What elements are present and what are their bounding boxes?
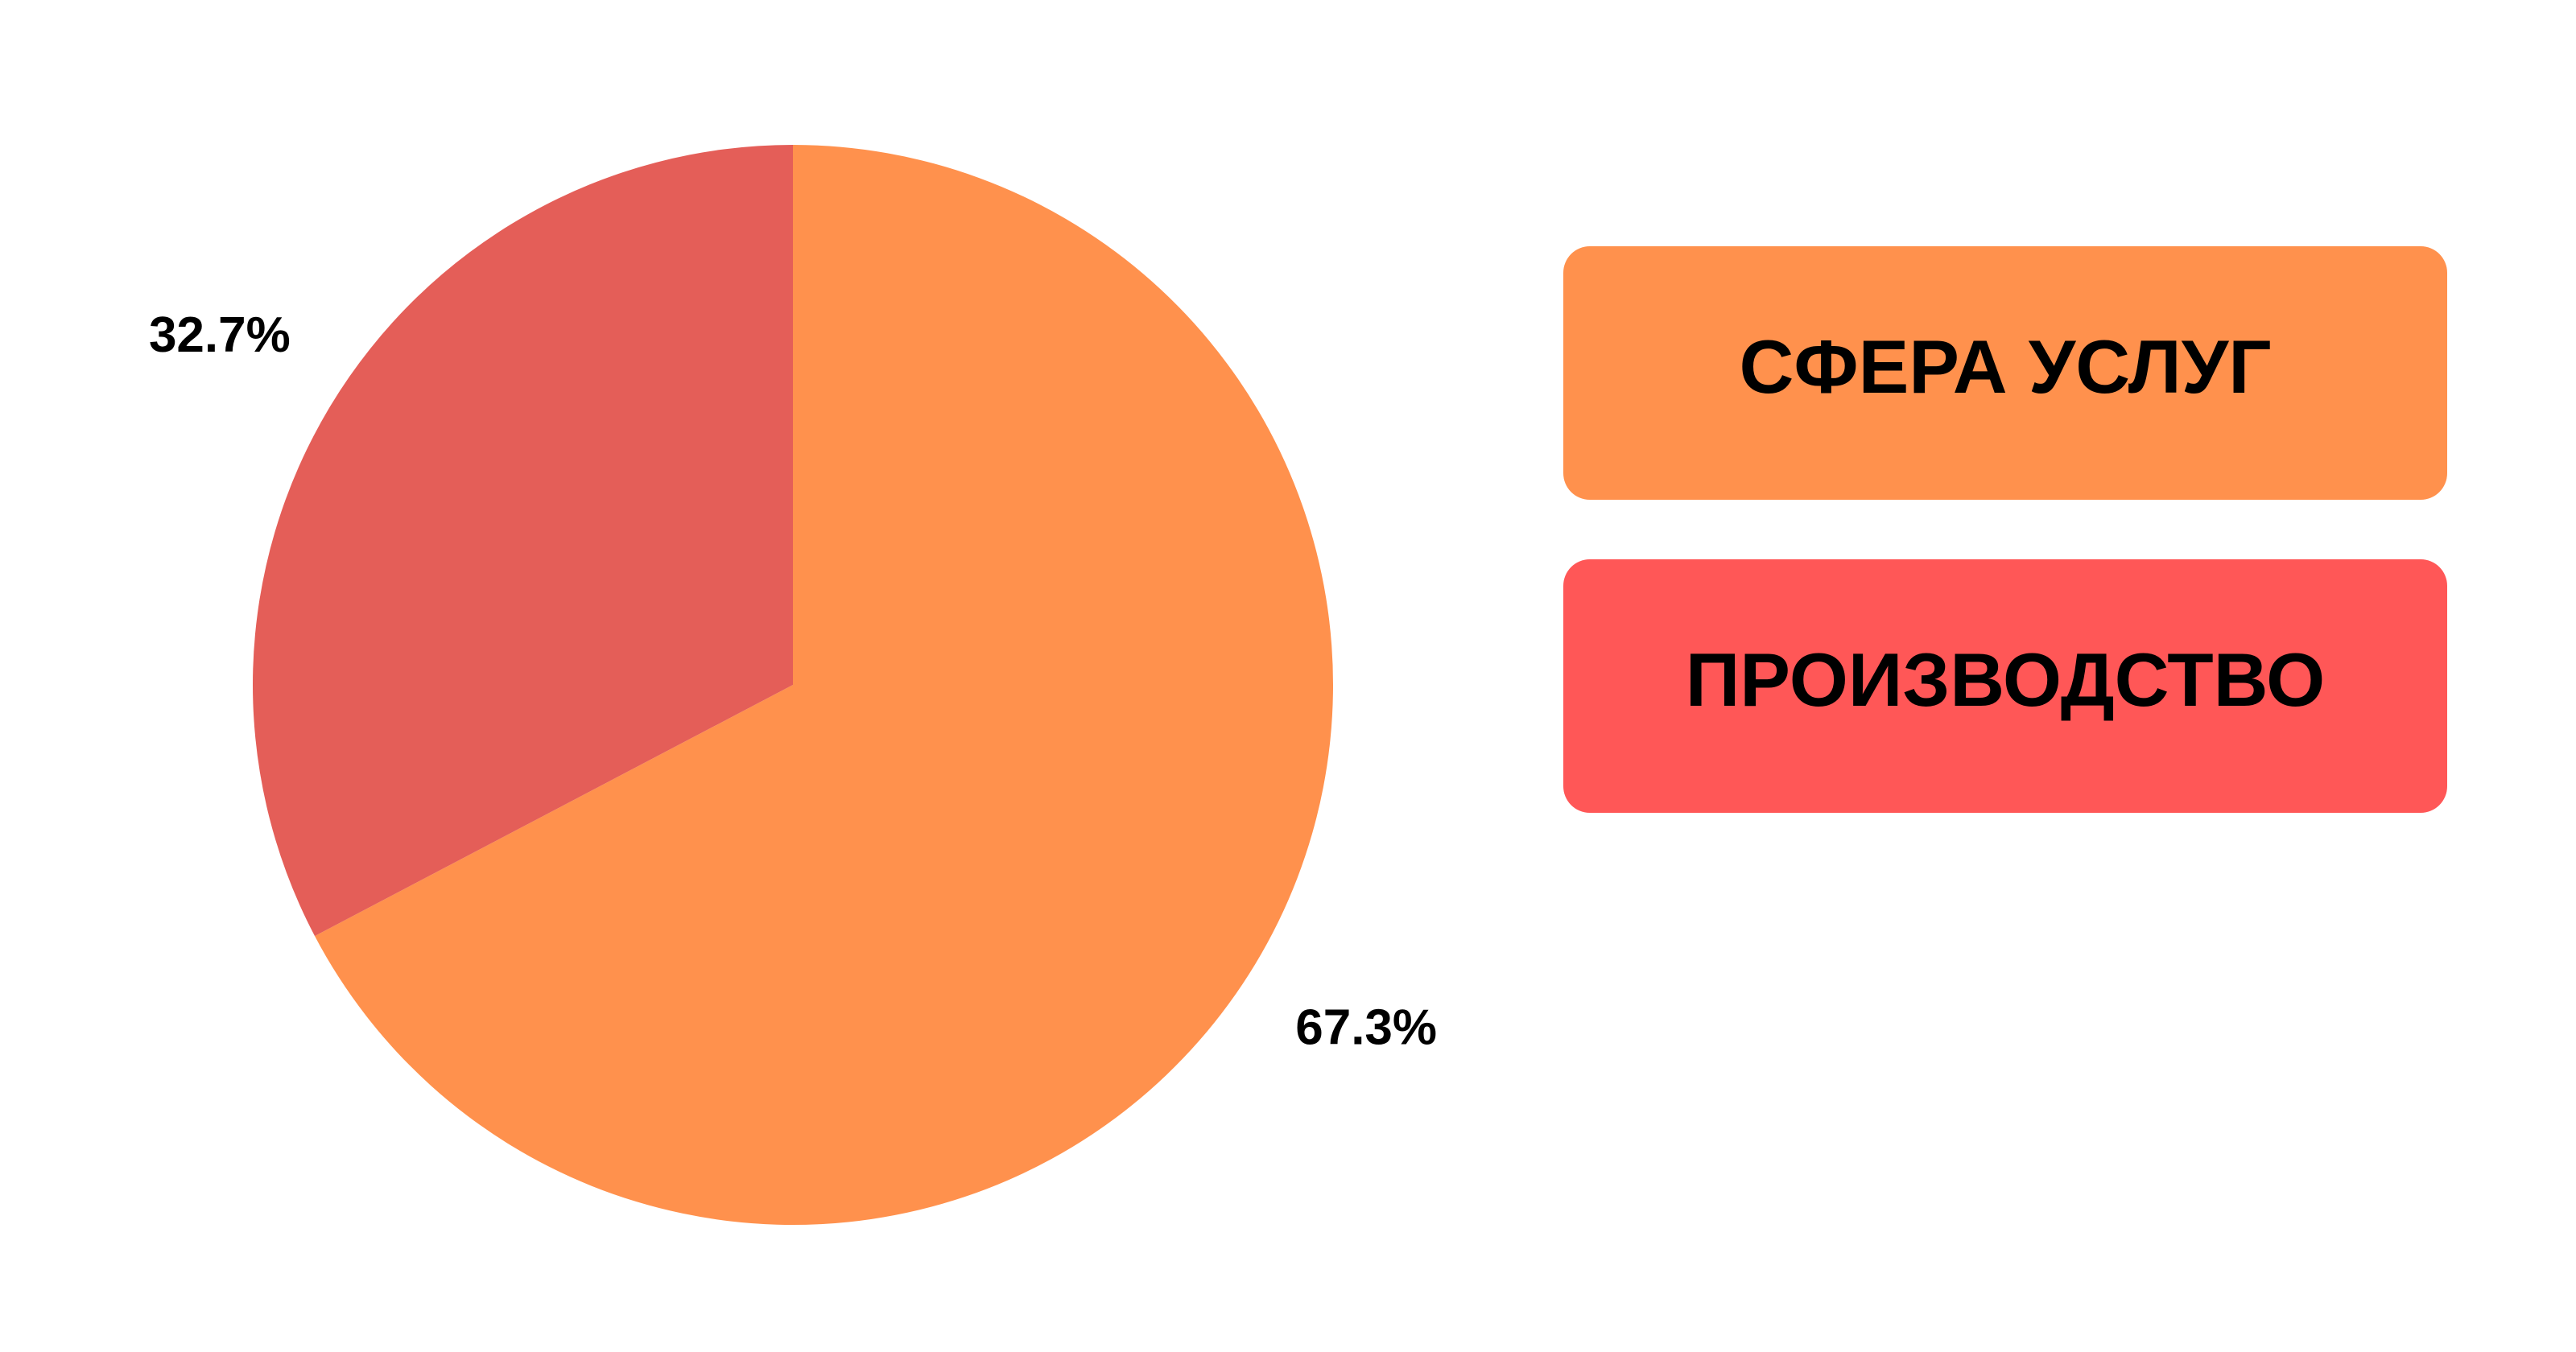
legend-box bbox=[1563, 246, 2447, 500]
legend-box bbox=[1563, 559, 2447, 813]
slice-label: 67.3% bbox=[1295, 1000, 1437, 1056]
pie-slice bbox=[253, 145, 793, 937]
legend-label: СФЕРА УСЛУГ bbox=[1740, 324, 2272, 409]
slice-label: 32.7% bbox=[149, 307, 291, 363]
legend-label: ПРОИЗВОДСТВО bbox=[1686, 637, 2326, 722]
pie-slice bbox=[315, 145, 1334, 1225]
